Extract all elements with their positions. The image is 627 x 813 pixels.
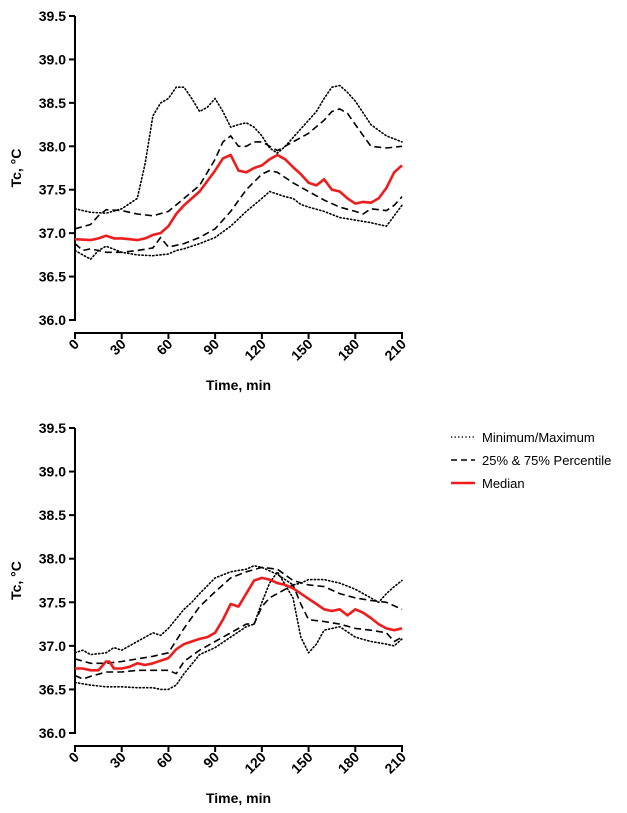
x-tick-label: 90 bbox=[200, 749, 222, 771]
series-line-dashed-3 bbox=[74, 566, 403, 665]
x-axis-title: Time, min bbox=[206, 377, 271, 393]
series-line-dashed-4 bbox=[74, 169, 403, 254]
x-tick-label: 210 bbox=[381, 749, 409, 777]
legend-label: Median bbox=[482, 476, 525, 491]
legend: Minimum/Maximum 25% & 75% Percentile Media… bbox=[451, 430, 611, 491]
x-tick-label: 0 bbox=[65, 749, 82, 766]
series-line-dotted-2 bbox=[74, 570, 403, 691]
legend-label: Minimum/Maximum bbox=[482, 430, 595, 445]
x-tick-label: 120 bbox=[241, 336, 269, 364]
chart-panel-2: 36.0 36.5 37.0 37.5 38.0 38.5 39.0 39.5 Tc, °C 0 3… bbox=[8, 420, 611, 806]
y-axis-title: Tc, °C bbox=[8, 561, 24, 600]
series-line-dotted-1 bbox=[74, 84, 403, 214]
x-tick-label: 210 bbox=[381, 336, 409, 364]
y-tick-label: 37.5 bbox=[39, 594, 66, 610]
y-tick-label: 39.5 bbox=[39, 8, 66, 24]
x-tick-label: 90 bbox=[200, 336, 222, 358]
x-tick-label: 180 bbox=[335, 749, 363, 777]
x-tick-label: 60 bbox=[153, 336, 175, 358]
y-tick-label: 39.5 bbox=[39, 420, 66, 436]
x-tick-label: 180 bbox=[335, 336, 363, 364]
y-tick-label: 38.5 bbox=[39, 507, 66, 523]
y-tick-label: 36.0 bbox=[39, 312, 66, 328]
y-tick-label: 38.5 bbox=[39, 95, 66, 111]
series-line-dotted-2 bbox=[74, 190, 403, 261]
series-line-solid-5 bbox=[74, 153, 403, 242]
y-tick-label: 36.5 bbox=[39, 681, 66, 697]
y-tick-label: 37.0 bbox=[39, 638, 66, 654]
x-tick-label: 150 bbox=[288, 749, 316, 777]
y-tick-label: 37.0 bbox=[39, 225, 66, 241]
y-tick-label: 36.5 bbox=[39, 269, 66, 285]
series-line-dotted-1 bbox=[74, 564, 403, 656]
y-tick-label: 39.0 bbox=[39, 51, 66, 67]
y-tick-label: 37.5 bbox=[39, 182, 66, 198]
legend-label: 25% & 75% Percentile bbox=[482, 453, 611, 468]
y-tick-label: 38.0 bbox=[39, 138, 66, 154]
x-tick-label: 30 bbox=[107, 749, 129, 771]
series-line-dashed-4 bbox=[74, 584, 403, 680]
series-line-dashed-3 bbox=[74, 108, 403, 230]
y-axis-title: Tc, °C bbox=[8, 149, 24, 188]
x-axis-title: Time, min bbox=[206, 790, 271, 806]
x-tick-label: 30 bbox=[107, 336, 129, 358]
x-tick-label: 0 bbox=[65, 336, 82, 353]
series-line-solid-5 bbox=[75, 576, 403, 672]
x-tick-label: 120 bbox=[241, 749, 269, 777]
y-tick-label: 39.0 bbox=[39, 464, 66, 480]
chart-panel-1: 36.0 36.5 37.0 37.5 38.0 38.5 39.0 39.5 Tc, °C 0 3… bbox=[8, 8, 409, 393]
x-tick-label: 60 bbox=[153, 749, 175, 771]
y-tick-label: 38.0 bbox=[39, 551, 66, 567]
y-tick-label: 36.0 bbox=[39, 725, 66, 741]
x-tick-label: 150 bbox=[288, 336, 316, 364]
